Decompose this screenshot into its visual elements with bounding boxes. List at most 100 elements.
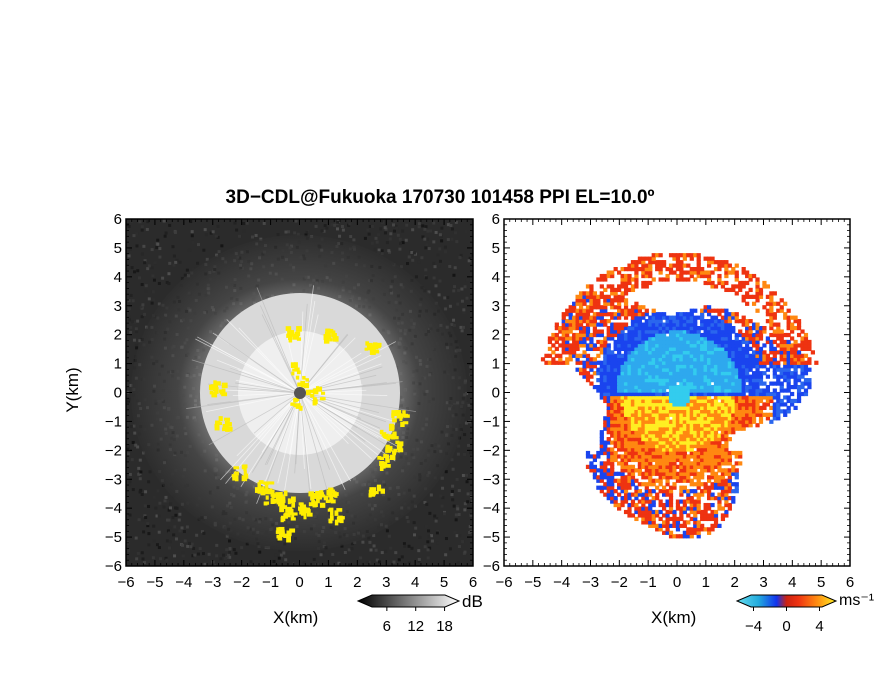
velocity-pixel	[606, 350, 611, 355]
velocity-pixel	[720, 443, 726, 449]
velocity-pixel	[651, 447, 656, 452]
velocity-pixel	[627, 409, 632, 414]
yellow-echoes	[208, 326, 410, 543]
velocity-pixel	[741, 364, 746, 369]
noise-speckle	[185, 525, 189, 529]
velocity-pixel	[765, 357, 771, 362]
noise-speckle	[150, 301, 154, 305]
velocity-pixel	[668, 409, 674, 414]
velocity-pixel	[596, 384, 601, 390]
velocity-pixel	[561, 343, 566, 348]
yellow-echo	[297, 382, 301, 387]
velocity-pixel	[751, 371, 757, 376]
velocity-pixel	[630, 374, 636, 379]
velocity-pixel	[786, 374, 791, 379]
velocity-pixel	[700, 416, 705, 421]
velocity-pixel	[700, 450, 705, 456]
velocity-pixel	[603, 343, 608, 348]
noise-speckle	[435, 531, 439, 535]
noise-speckle	[162, 505, 166, 509]
velocity-pixel	[689, 384, 694, 390]
velocity-pixel	[727, 454, 732, 459]
noise-speckle	[168, 223, 172, 227]
velocity-pixel	[613, 367, 618, 372]
velocity-pixel	[686, 339, 691, 345]
velocity-pixel	[637, 360, 642, 365]
velocity-pixel	[634, 468, 639, 473]
velocity-pixel	[637, 319, 642, 324]
velocity-pixel	[648, 482, 653, 487]
yellow-echo	[257, 482, 261, 489]
velocity-pixel	[786, 405, 791, 411]
velocity-pixel	[738, 388, 743, 393]
velocity-pixel	[786, 395, 791, 400]
velocity-pixel	[700, 447, 705, 452]
velocity-pixel	[713, 482, 719, 487]
velocity-pixel	[772, 364, 777, 369]
yellow-echo	[329, 515, 334, 521]
velocity-pixel	[679, 523, 684, 528]
velocity-pixel	[658, 336, 663, 341]
velocity-pixel	[620, 357, 625, 362]
noise-speckle	[423, 237, 427, 241]
velocity-pixel	[796, 357, 802, 362]
velocity-pixel	[693, 402, 698, 407]
velocity-pixel	[776, 350, 781, 355]
streak	[299, 392, 362, 419]
velocity-pixel	[582, 308, 587, 313]
velocity-pixel	[710, 509, 715, 515]
velocity-pixel	[724, 364, 729, 369]
noise-speckle	[367, 232, 371, 236]
velocity-pixel	[675, 343, 681, 348]
velocity-pixel	[793, 371, 798, 376]
noise-speckle	[188, 541, 192, 545]
velocity-pixel	[758, 325, 764, 331]
noise-speckle	[163, 234, 167, 238]
velocity-pixel	[734, 395, 739, 400]
velocity-pixel	[627, 332, 632, 338]
yellow-echo	[303, 514, 307, 520]
velocity-pixel	[651, 391, 656, 397]
velocity-pixel	[693, 419, 698, 424]
velocity-pixel	[582, 332, 587, 338]
velocity-pixel	[731, 450, 736, 456]
velocity-pixel	[589, 315, 594, 320]
noise-speckle	[132, 234, 136, 238]
velocity-pixel	[575, 336, 580, 341]
velocity-pixel	[662, 423, 667, 428]
velocity-pixel	[627, 412, 632, 417]
velocity-pixel	[641, 502, 646, 508]
velocity-pixel	[710, 440, 715, 445]
velocity-pixel	[655, 419, 660, 424]
velocity-pixel	[655, 388, 660, 393]
noise-speckle	[214, 234, 218, 238]
velocity-pixel	[706, 502, 712, 508]
velocity-pixel	[668, 433, 674, 438]
velocity-pixel	[637, 461, 642, 466]
velocity-pixel	[706, 405, 712, 411]
velocity-pixel	[641, 447, 646, 452]
noise-speckle	[274, 553, 278, 557]
velocity-pixel	[627, 391, 632, 397]
velocity-pixel	[672, 315, 677, 320]
velocity-pixel	[637, 416, 642, 421]
velocity-pixel	[585, 374, 591, 379]
velocity-pixel	[717, 437, 722, 442]
velocity-pixel	[710, 468, 715, 473]
velocity-pixel	[644, 398, 649, 404]
velocity-pixel	[679, 461, 684, 466]
velocity-pixel	[769, 419, 774, 424]
velocity-pixel	[623, 464, 629, 469]
velocity-pixel	[769, 381, 774, 386]
velocity-pixel	[648, 471, 653, 476]
velocity-pixel	[751, 388, 757, 393]
velocity-pixel	[800, 364, 805, 369]
velocity-pixel	[724, 371, 729, 376]
velocity-pixel	[630, 430, 636, 435]
noise-speckle	[143, 514, 147, 518]
velocity-pixel	[672, 367, 677, 372]
velocity-pixel	[637, 513, 642, 518]
noise-speckle	[165, 558, 169, 562]
velocity-pixel	[776, 402, 781, 407]
